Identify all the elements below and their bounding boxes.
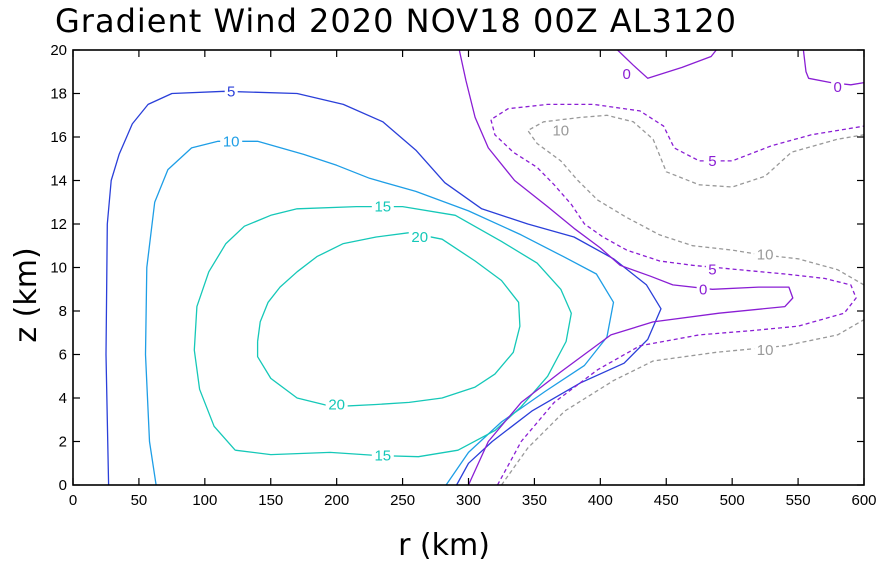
contour-label-bg [620, 65, 634, 82]
x-tick-label: 300 [456, 492, 481, 509]
x-tick-label: 150 [258, 492, 283, 509]
contour-0: 0 [458, 49, 794, 486]
plot-frame [72, 49, 865, 486]
y-tick-label: 4 [59, 390, 67, 407]
y-tick-label: 10 [50, 260, 67, 277]
contour-label: 5 [708, 262, 716, 279]
contour-line [144, 140, 615, 486]
y-tick-label: 0 [59, 477, 67, 494]
contour-neg10: 10 10 [527, 114, 865, 286]
x-tick-label: 500 [720, 492, 745, 509]
contour-line [617, 49, 717, 79]
contour-line [256, 232, 521, 408]
y-tick-label: 2 [59, 434, 67, 451]
contour-label: 15 [374, 448, 391, 465]
y-tick-label: 14 [50, 173, 67, 190]
contour-line [500, 319, 865, 486]
contour-line [458, 49, 794, 486]
contour-label-bg [754, 246, 777, 263]
contour-label: 0 [833, 79, 841, 96]
contour-label: 15 [374, 199, 391, 216]
contour-20: 2020 [256, 229, 521, 414]
x-tick-label: 50 [131, 492, 148, 509]
contour-label: 20 [411, 229, 428, 246]
contour-10: 10 [144, 133, 615, 486]
contour-label-bg [549, 122, 572, 139]
x-tick-label: 450 [654, 492, 679, 509]
contour-label-bg [220, 133, 243, 150]
contour-label-bg [371, 447, 394, 464]
contour-label-bg [224, 83, 238, 100]
contour-label: 10 [223, 133, 240, 150]
contour-label-bg [325, 396, 348, 413]
x-tick-label: 400 [588, 492, 613, 509]
y-axis: 0 2 4 6 8 10 12 14 16 18 20 [50, 42, 864, 494]
y-tick-label: 6 [59, 347, 67, 364]
y-tick-label: 12 [50, 216, 67, 233]
contour-label: 5 [227, 83, 235, 100]
contour-line [193, 205, 572, 458]
contour-neg5: 55 [490, 103, 865, 486]
contour-label: 10 [757, 246, 774, 263]
x-axis-label: r (km) [398, 528, 490, 561]
contour-label-bg [831, 78, 845, 95]
contour-line [527, 114, 865, 286]
contour-label: 5 [708, 153, 716, 170]
y-tick-label: 8 [59, 303, 67, 320]
chart-title: Gradient Wind 2020 NOV18 00Z AL3120 [55, 2, 737, 40]
contour-label-bg [408, 229, 431, 246]
x-tick-label: 550 [786, 492, 811, 509]
contour-label: 10 [757, 342, 774, 359]
contour-label-bg [705, 152, 719, 169]
x-tick-label: 200 [324, 492, 349, 509]
contour-label-bg [705, 261, 719, 278]
contour-label: 10 [552, 122, 569, 139]
x-axis: 0 50 100 150 200 250 300 350 400 450 500 550 600 [69, 50, 877, 509]
y-tick-label: 16 [50, 129, 67, 146]
y-tick-label: 18 [50, 86, 67, 103]
contour-line [105, 90, 662, 486]
x-tick-label: 0 [69, 492, 77, 509]
contour-0: 0 [802, 49, 865, 96]
contour-line [802, 49, 865, 86]
contour-5: 5 [105, 83, 662, 486]
x-tick-label: 600 [851, 492, 876, 509]
y-axis-label: z (km) [9, 247, 44, 342]
contour-neg10: 10 [500, 319, 865, 486]
x-tick-label: 350 [522, 492, 547, 509]
contour-label-bg [754, 342, 777, 359]
contour-label: 0 [623, 66, 631, 83]
contour-0: 0 [617, 49, 717, 83]
x-tick-label: 250 [390, 492, 415, 509]
contour-label: 0 [699, 281, 707, 298]
contour-line [490, 103, 865, 486]
x-tick-label: 100 [192, 492, 217, 509]
y-tick-label: 20 [50, 42, 67, 59]
contour-label-bg [371, 198, 394, 215]
contour-label: 20 [328, 397, 345, 414]
contour-label-bg [696, 281, 710, 298]
